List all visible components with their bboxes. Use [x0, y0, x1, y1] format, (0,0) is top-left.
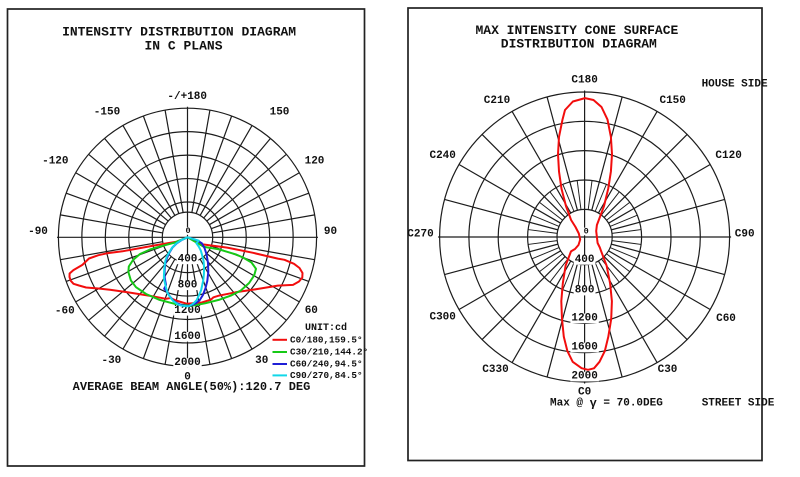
svg-text:C300: C300 — [429, 312, 455, 324]
svg-text:60: 60 — [305, 305, 318, 317]
svg-text:-60: -60 — [55, 306, 75, 318]
svg-text:UNIT:cd: UNIT:cd — [305, 322, 347, 334]
svg-text:C240: C240 — [429, 150, 455, 162]
svg-text:C330: C330 — [482, 364, 508, 376]
svg-text:C0/180,159.5°: C0/180,159.5° — [290, 334, 363, 345]
svg-text:1200: 1200 — [571, 312, 597, 324]
svg-text:800: 800 — [178, 279, 198, 291]
svg-text:C180: C180 — [571, 75, 597, 87]
svg-text:400: 400 — [575, 254, 595, 266]
svg-text:C60: C60 — [716, 313, 736, 325]
svg-text:30: 30 — [255, 355, 268, 367]
svg-text:C30: C30 — [658, 364, 678, 376]
svg-text:0: 0 — [584, 227, 589, 237]
svg-text:-150: -150 — [94, 107, 120, 119]
svg-text:DISTRIBUTION DIAGRAM: DISTRIBUTION DIAGRAM — [501, 37, 657, 52]
svg-text:1600: 1600 — [174, 331, 200, 343]
svg-text:AVERAGE BEAM ANGLE(50%):120.7: AVERAGE BEAM ANGLE(50%):120.7 DEG — [73, 380, 311, 394]
svg-text:C150: C150 — [659, 95, 685, 107]
svg-text:90: 90 — [324, 226, 337, 238]
svg-text:-30: -30 — [101, 355, 121, 367]
svg-text:C90/270,84.5°: C90/270,84.5° — [290, 370, 363, 381]
svg-text:Max @ γ = 70.0DEG: Max @ γ = 70.0DEG — [550, 397, 663, 411]
svg-text:MAX INTENSITY CONE SURFACE: MAX INTENSITY CONE SURFACE — [475, 23, 678, 38]
svg-text:150: 150 — [270, 107, 290, 119]
svg-text:INTENSITY DISTRIBUTION DIAGRAM: INTENSITY DISTRIBUTION DIAGRAM — [62, 24, 296, 39]
svg-text:IN C PLANS: IN C PLANS — [144, 38, 222, 53]
svg-text:400: 400 — [178, 253, 198, 265]
svg-text:-90: -90 — [28, 226, 48, 238]
svg-text:HOUSE SIDE: HOUSE SIDE — [702, 79, 768, 91]
svg-text:800: 800 — [575, 285, 595, 297]
svg-text:0: 0 — [185, 226, 190, 236]
svg-text:C270: C270 — [407, 229, 433, 241]
svg-text:1200: 1200 — [174, 305, 200, 317]
svg-text:C90: C90 — [735, 229, 755, 241]
svg-text:C0: C0 — [578, 387, 591, 399]
svg-text:-120: -120 — [42, 156, 68, 168]
svg-text:2000: 2000 — [174, 357, 200, 369]
svg-text:0: 0 — [184, 372, 191, 384]
svg-text:1600: 1600 — [571, 342, 597, 354]
svg-text:C60/240,94.5°: C60/240,94.5° — [290, 359, 363, 370]
svg-text:C30/210,144.2°: C30/210,144.2° — [290, 347, 368, 358]
svg-text:C120: C120 — [715, 150, 741, 162]
svg-text:STREET SIDE: STREET SIDE — [702, 398, 775, 410]
svg-text:-/+180: -/+180 — [167, 91, 207, 103]
svg-text:2000: 2000 — [571, 371, 597, 383]
svg-text:120: 120 — [305, 156, 325, 168]
svg-text:C210: C210 — [484, 95, 510, 107]
